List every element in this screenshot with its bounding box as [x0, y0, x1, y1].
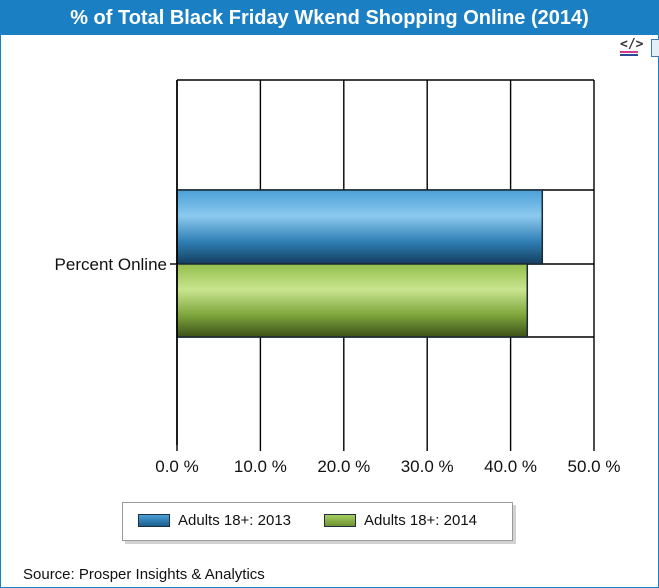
legend-label-2014: Adults 18+: 2014 [364, 512, 478, 529]
bar-layer [176, 189, 544, 338]
x-tick-label: 50.0 % [568, 457, 621, 476]
legend: Adults 18+: 2013 Adults 18+: 2014 [122, 502, 513, 541]
x-tick-label: 10.0 % [234, 457, 287, 476]
legend-label-2013: Adults 18+: 2013 [178, 512, 292, 529]
spreadsheet-icon[interactable] [651, 37, 659, 59]
bar-adults-18-2013 [176, 189, 544, 265]
x-tick-label: 20.0 % [317, 457, 370, 476]
x-tick-label: 30.0 % [401, 457, 454, 476]
category-label: Percent Online [55, 255, 167, 274]
x-tick-label: 40.0 % [484, 457, 537, 476]
bar-adults-18-2014 [176, 263, 529, 338]
legend-swatch-2014 [324, 514, 356, 527]
axis-layer: Percent Online 0.0 % 10.0 % 20.0 % 30.0 % 40.… [55, 80, 621, 476]
chart-title: % of Total Black Friday Wkend Shopping O… [1, 1, 658, 35]
x-tick-label: 0.0 % [155, 457, 198, 476]
legend-swatch-2013 [138, 514, 170, 527]
code-icon[interactable]: </> [619, 37, 643, 59]
source-note: Source: Prosper Insights & Analytics [23, 566, 265, 583]
